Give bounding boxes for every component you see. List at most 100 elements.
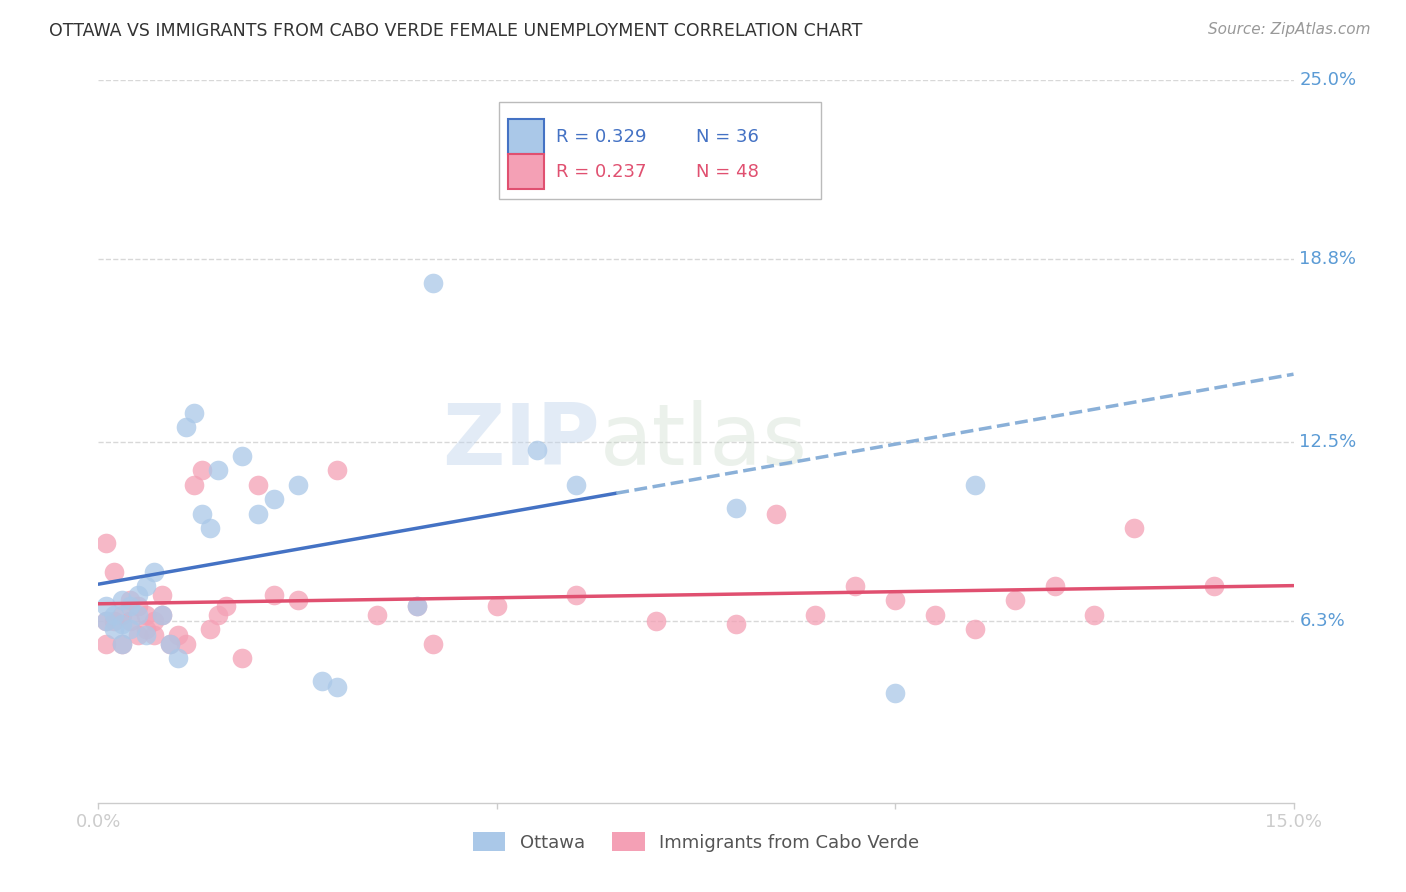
Text: atlas: atlas [600, 400, 808, 483]
Point [150, 607, 173, 622]
Point [1202, 579, 1225, 593]
Point [127, 588, 149, 602]
Point [135, 579, 157, 593]
Point [207, 463, 229, 477]
Point [884, 686, 907, 700]
Point [231, 651, 253, 665]
FancyBboxPatch shape [499, 102, 821, 200]
Point [485, 599, 508, 614]
Point [804, 607, 827, 622]
Point [326, 463, 349, 477]
Point [198, 623, 221, 637]
Point [135, 607, 157, 622]
Text: N = 36: N = 36 [696, 128, 759, 145]
Point [174, 637, 197, 651]
Text: 12.5%: 12.5% [1299, 433, 1357, 450]
Point [963, 623, 986, 637]
FancyBboxPatch shape [509, 120, 544, 154]
Point [724, 501, 747, 516]
Point [526, 443, 548, 458]
Point [924, 607, 946, 622]
FancyBboxPatch shape [509, 154, 544, 189]
Point [96, 614, 118, 628]
Point [963, 478, 986, 492]
Point [246, 478, 269, 492]
Point [215, 599, 238, 614]
Point [96, 599, 118, 614]
Point [103, 623, 125, 637]
Point [183, 478, 205, 492]
Text: 18.8%: 18.8% [1299, 251, 1357, 268]
Point [406, 599, 429, 614]
Point [263, 492, 285, 507]
Point [120, 593, 142, 607]
Point [127, 628, 149, 642]
Point [406, 599, 429, 614]
Point [246, 507, 269, 521]
Point [96, 535, 118, 549]
Point [174, 420, 197, 434]
Point [645, 614, 668, 628]
Text: N = 48: N = 48 [696, 163, 759, 181]
Point [326, 680, 349, 694]
Point [150, 607, 173, 622]
Point [263, 588, 285, 602]
Point [422, 276, 444, 290]
Point [143, 628, 166, 642]
Point [1043, 579, 1066, 593]
Text: OTTAWA VS IMMIGRANTS FROM CABO VERDE FEMALE UNEMPLOYMENT CORRELATION CHART: OTTAWA VS IMMIGRANTS FROM CABO VERDE FEM… [49, 22, 863, 40]
Point [111, 607, 134, 622]
Point [198, 521, 221, 535]
Point [183, 406, 205, 420]
Point [96, 614, 118, 628]
Point [565, 478, 588, 492]
Point [111, 637, 134, 651]
Point [287, 478, 309, 492]
Point [191, 463, 214, 477]
Point [111, 593, 134, 607]
Point [191, 507, 214, 521]
Text: R = 0.329: R = 0.329 [557, 128, 647, 145]
Point [111, 616, 134, 631]
Point [135, 623, 157, 637]
Point [96, 637, 118, 651]
Point [120, 623, 142, 637]
Point [159, 637, 181, 651]
Point [724, 616, 747, 631]
Point [103, 565, 125, 579]
Point [120, 614, 142, 628]
Point [1123, 521, 1146, 535]
Point [565, 588, 588, 602]
Point [103, 607, 125, 622]
Text: 25.0%: 25.0% [1299, 71, 1357, 89]
Text: 6.3%: 6.3% [1299, 612, 1346, 630]
Point [1004, 593, 1026, 607]
Point [207, 607, 229, 622]
Text: ZIP: ZIP [443, 400, 600, 483]
Text: Source: ZipAtlas.com: Source: ZipAtlas.com [1208, 22, 1371, 37]
Point [366, 607, 388, 622]
Point [167, 651, 190, 665]
Point [287, 593, 309, 607]
Point [103, 614, 125, 628]
Text: R = 0.237: R = 0.237 [557, 163, 647, 181]
Point [143, 565, 166, 579]
Point [143, 614, 166, 628]
Point [127, 599, 149, 614]
Point [884, 593, 907, 607]
Point [120, 599, 142, 614]
Point [150, 588, 173, 602]
Point [135, 628, 157, 642]
Point [167, 628, 190, 642]
Point [127, 607, 149, 622]
Point [111, 637, 134, 651]
Point [844, 579, 866, 593]
Point [1083, 607, 1105, 622]
Point [765, 507, 787, 521]
Point [159, 637, 181, 651]
Point [311, 674, 333, 689]
Point [422, 637, 444, 651]
Point [231, 449, 253, 463]
Point [661, 160, 683, 174]
Legend: Ottawa, Immigrants from Cabo Verde: Ottawa, Immigrants from Cabo Verde [465, 825, 927, 859]
